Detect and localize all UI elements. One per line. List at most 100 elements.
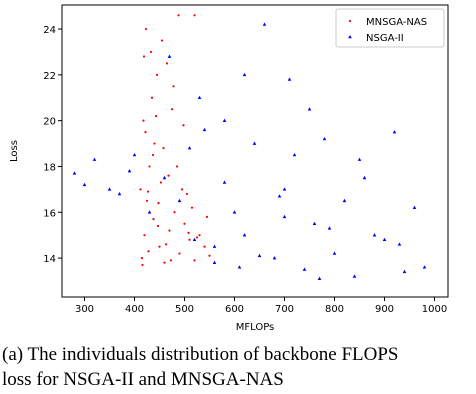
point <box>185 192 189 196</box>
point <box>144 27 148 31</box>
point <box>348 35 352 39</box>
point <box>146 190 150 193</box>
point <box>197 95 202 100</box>
point <box>193 259 196 262</box>
point <box>332 251 337 255</box>
point <box>107 187 112 191</box>
point <box>160 39 164 42</box>
point <box>272 256 277 260</box>
point <box>162 147 165 150</box>
x-axis-label: MFLOPs <box>236 322 275 333</box>
y-tick-label: 24 <box>43 25 56 36</box>
point <box>158 245 161 248</box>
point <box>202 127 207 132</box>
point <box>143 234 146 237</box>
point <box>127 169 132 173</box>
point <box>190 206 194 209</box>
point <box>193 14 196 17</box>
point <box>195 236 199 239</box>
point <box>151 153 155 157</box>
legend-label: NSGA-II <box>366 33 404 44</box>
x-tick-label: 800 <box>325 304 344 315</box>
caption: (a) The individuals distribution of back… <box>2 344 399 365</box>
point <box>277 194 282 198</box>
point <box>183 222 186 225</box>
point <box>168 229 171 232</box>
x-tick-label: 600 <box>225 304 244 315</box>
point <box>212 244 217 248</box>
chart: MFLOPs Loss 300 400 500 600 700 800 900 1000 14 1… <box>9 4 449 333</box>
point <box>175 165 179 168</box>
point <box>362 175 367 180</box>
x-tick-label: 900 <box>375 304 394 315</box>
point <box>145 199 149 202</box>
point <box>302 267 307 271</box>
point <box>150 96 154 99</box>
point <box>187 231 190 234</box>
point <box>322 136 327 141</box>
point <box>167 54 172 58</box>
point <box>402 269 407 274</box>
legend-label: MNSGA-NAS <box>366 17 427 28</box>
point <box>172 85 175 88</box>
x-tick-label: 300 <box>75 304 94 315</box>
point <box>292 153 297 157</box>
point <box>154 114 158 118</box>
point <box>327 226 332 230</box>
point <box>162 175 167 180</box>
point <box>169 259 173 262</box>
point <box>397 242 402 246</box>
point <box>382 237 387 242</box>
x-tick-label: 700 <box>275 304 294 315</box>
point <box>317 276 322 280</box>
y-tick-label: 20 <box>43 117 56 128</box>
point <box>372 233 377 237</box>
point <box>117 191 122 196</box>
point <box>412 205 417 209</box>
point <box>156 224 160 228</box>
point <box>92 157 97 161</box>
point <box>141 263 144 267</box>
point <box>72 171 77 175</box>
point <box>140 256 144 260</box>
point <box>342 198 347 203</box>
point <box>232 210 237 214</box>
x-tick-label: 1000 <box>422 304 447 315</box>
point <box>205 215 209 218</box>
point <box>237 265 242 269</box>
point <box>282 187 287 191</box>
point <box>167 174 170 177</box>
x-tick-label: 500 <box>175 304 194 315</box>
point <box>144 131 147 134</box>
point <box>422 265 427 269</box>
point <box>180 188 184 191</box>
point <box>148 165 151 168</box>
point <box>392 130 397 134</box>
point <box>163 261 166 264</box>
point <box>287 77 292 81</box>
point <box>164 243 168 246</box>
y-tick-label: 16 <box>43 208 56 219</box>
point <box>198 234 201 237</box>
point <box>262 22 267 26</box>
point <box>178 252 181 255</box>
plot-frame <box>61 4 449 298</box>
point <box>142 119 145 122</box>
point <box>155 73 159 76</box>
point <box>307 107 312 111</box>
point <box>192 237 197 242</box>
y-axis-label: Loss <box>9 140 20 162</box>
point <box>188 238 191 241</box>
point <box>132 153 137 157</box>
point <box>242 233 247 237</box>
x-tick-label: 400 <box>125 304 144 315</box>
point <box>170 108 174 111</box>
point <box>139 188 142 191</box>
point <box>352 274 357 278</box>
y-tick-label: 14 <box>43 254 56 265</box>
point <box>242 72 247 77</box>
point <box>159 181 163 184</box>
point <box>312 221 317 226</box>
point <box>203 245 206 248</box>
